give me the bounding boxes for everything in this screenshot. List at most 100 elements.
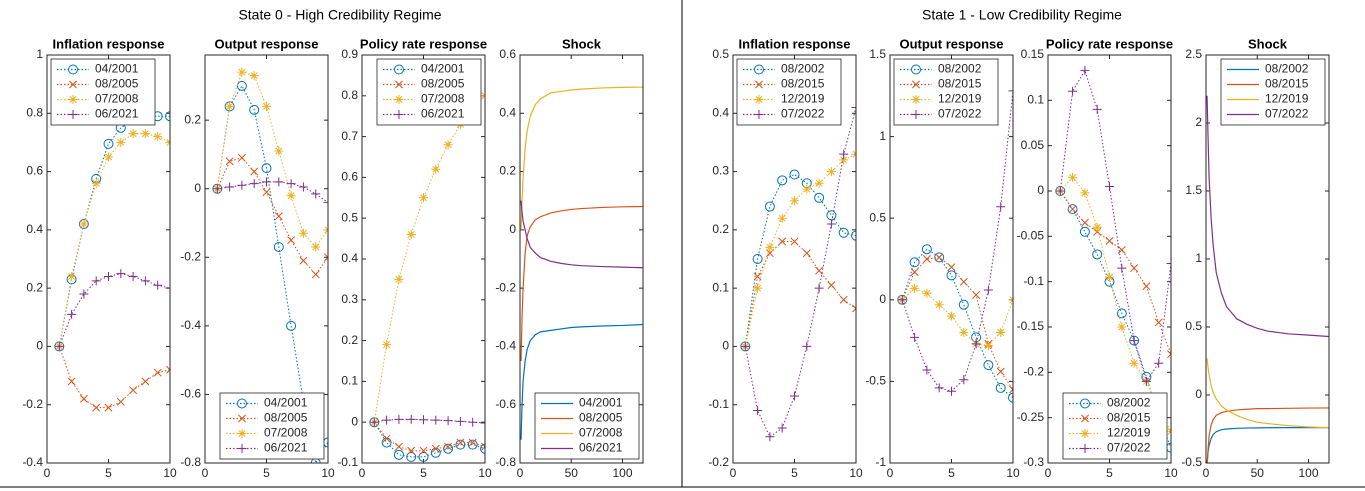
y-tick-label: 0.1 xyxy=(1027,93,1044,107)
series-line xyxy=(1206,95,1329,338)
marker xyxy=(67,271,77,281)
y-tick-label: 0 xyxy=(351,414,358,428)
marker xyxy=(237,429,247,438)
y-tick-label: 0.4 xyxy=(499,105,516,119)
y-tick-label: 0.15 xyxy=(1021,47,1045,61)
marker xyxy=(912,80,920,89)
marker xyxy=(104,152,113,162)
legend-label: 08/2005 xyxy=(264,411,308,425)
legend-label: 06/2021 xyxy=(95,107,139,121)
marker xyxy=(996,327,1006,337)
marker xyxy=(1008,392,1013,403)
x-tick-label: 5 xyxy=(1106,466,1113,480)
marker xyxy=(1117,322,1127,332)
marker xyxy=(394,274,404,284)
subplot: Output response -0.8 -0.6 -0.4 -0.2 0 0.2 0 5 10 0… xyxy=(180,36,335,480)
marker xyxy=(922,288,932,298)
y-tick-label: 0.8 xyxy=(341,88,358,102)
marker xyxy=(1008,86,1013,96)
marker xyxy=(1154,358,1164,368)
y-tick-label: 0.9 xyxy=(341,47,358,61)
legend-label: 04/2001 xyxy=(579,396,623,410)
marker xyxy=(104,271,113,281)
marker xyxy=(456,438,465,447)
chart-title: Policy rate response xyxy=(360,36,487,51)
marker xyxy=(407,446,416,455)
y-tick-label: -0.4 xyxy=(180,318,201,332)
subplot: Inflation response -0.4 -0.2 0 0.2 0.4 0.6 0.8 1… xyxy=(22,36,177,480)
marker xyxy=(947,386,956,396)
marker xyxy=(983,340,993,350)
marker xyxy=(311,189,321,199)
x-tick-label: 5 xyxy=(420,466,427,480)
marker xyxy=(443,416,453,426)
y-tick-label: -0.2 xyxy=(22,397,43,411)
marker xyxy=(1068,205,1077,214)
marker xyxy=(237,180,247,190)
legend-label: 08/2002 xyxy=(1107,396,1151,410)
marker xyxy=(790,391,799,401)
marker xyxy=(431,164,441,174)
y-tick-label: 0 xyxy=(1037,183,1044,197)
marker xyxy=(754,64,764,75)
x-tick-label: 50 xyxy=(565,466,579,480)
y-tick-label: 0.1 xyxy=(341,374,358,388)
marker xyxy=(1130,264,1139,273)
marker xyxy=(225,157,234,166)
y-tick-label: -0.4 xyxy=(495,339,516,353)
y-tick-label: 0.7 xyxy=(341,129,358,143)
marker xyxy=(814,192,825,203)
legend-label: 04/2001 xyxy=(421,62,465,76)
marker xyxy=(765,432,775,442)
marker xyxy=(946,270,957,281)
subplot: Inflation response -0.2 -0.1 0 0.1 0.2 0.3 0.4 0… xyxy=(708,36,863,480)
legend-label: 08/2005 xyxy=(95,77,139,91)
legend-label: 07/2008 xyxy=(421,92,465,106)
y-tick-label: -0.2 xyxy=(708,455,729,469)
y-tick-label: 0.2 xyxy=(26,280,43,294)
marker xyxy=(419,193,428,203)
marker xyxy=(262,177,271,187)
plot-content xyxy=(520,86,643,440)
legend-label: 12/2019 xyxy=(1265,92,1309,106)
marker xyxy=(419,446,428,455)
subplot: Shock -0.8 -0.6 -0.4 -0.2 0 0.2 0.4 0.6 0 50 100 04/… xyxy=(495,36,644,480)
marker xyxy=(910,283,920,293)
marker xyxy=(1080,188,1090,198)
y-tick-label: 2.5 xyxy=(1185,47,1202,61)
marker xyxy=(140,276,150,286)
marker xyxy=(103,138,114,149)
y-tick-label: 1 xyxy=(1195,251,1202,265)
marker xyxy=(79,394,88,403)
legend-label: 12/2019 xyxy=(1107,426,1151,440)
y-tick-label: 2 xyxy=(1195,115,1202,129)
marker xyxy=(68,110,78,119)
x-tick-label: 100 xyxy=(1298,466,1318,480)
marker xyxy=(225,101,235,111)
chart-title: Output response xyxy=(899,36,1003,51)
x-tick-label: 0 xyxy=(887,466,894,480)
y-tick-label: -0.1 xyxy=(337,455,358,469)
marker xyxy=(79,289,89,299)
legend-label: 12/2019 xyxy=(938,92,982,106)
plot-content xyxy=(1206,95,1329,463)
y-tick-label: 0.5 xyxy=(1185,319,1202,333)
marker xyxy=(1116,308,1127,319)
y-tick-label: 0.1 xyxy=(712,280,729,294)
marker xyxy=(443,443,454,454)
marker xyxy=(922,255,931,263)
axes-frame xyxy=(519,54,644,464)
marker xyxy=(395,80,403,89)
marker xyxy=(261,163,272,174)
y-tick-label: -0.8 xyxy=(495,455,516,469)
marker xyxy=(394,110,404,119)
marker xyxy=(827,281,836,290)
marker xyxy=(959,277,968,286)
marker xyxy=(480,418,485,428)
marker xyxy=(1080,218,1089,227)
marker xyxy=(394,95,404,104)
chart-title: Output response xyxy=(214,36,318,51)
marker xyxy=(92,403,101,412)
marker xyxy=(971,339,981,349)
marker xyxy=(753,272,762,281)
